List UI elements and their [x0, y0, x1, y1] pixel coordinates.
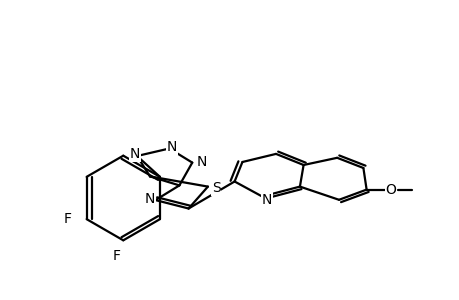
Text: N: N: [166, 140, 176, 154]
Text: N: N: [261, 193, 271, 206]
Text: F: F: [63, 212, 71, 226]
Text: N: N: [144, 192, 154, 206]
Text: N: N: [129, 148, 140, 161]
Text: N: N: [196, 155, 206, 169]
Text: F: F: [112, 249, 120, 263]
Text: S: S: [211, 181, 220, 195]
Text: O: O: [385, 183, 396, 196]
